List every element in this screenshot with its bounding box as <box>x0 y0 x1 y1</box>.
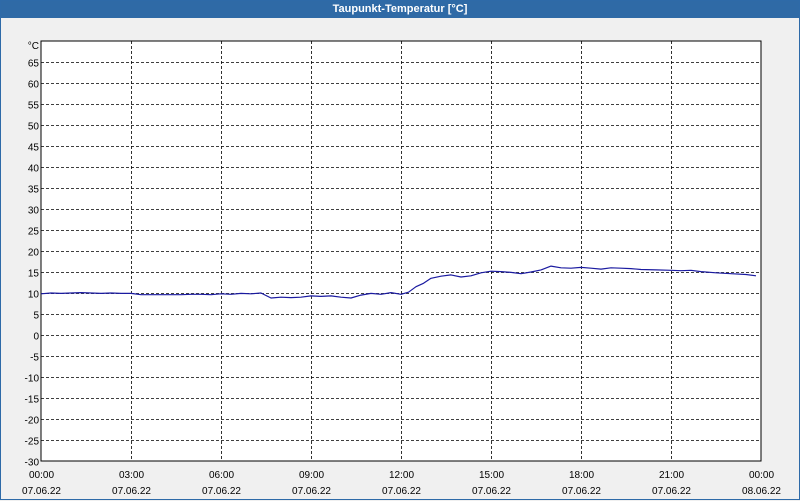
y-tick-label: 35 <box>28 185 40 196</box>
x-tick-date: 07.06.22 <box>382 486 421 497</box>
x-tick-date: 07.06.22 <box>202 486 241 497</box>
series-line <box>40 265 757 299</box>
x-tick-date: 07.06.22 <box>292 486 331 497</box>
y-tick-label: 45 <box>28 143 40 154</box>
y-tick-label: 55 <box>28 101 40 112</box>
y-tick-label: -5 <box>30 353 39 364</box>
x-tick-time: 00:00 <box>749 470 774 481</box>
y-tick-label: -10 <box>25 374 40 385</box>
y-tick-label: 20 <box>28 248 40 259</box>
x-tick-date: 08.06.22 <box>742 486 781 497</box>
x-tick-time: 03:00 <box>119 470 144 481</box>
x-tick-date: 07.06.22 <box>472 486 511 497</box>
y-tick-label: 10 <box>28 290 40 301</box>
x-tick-time: 21:00 <box>659 470 684 481</box>
window-title: Taupunkt-Temperatur [°C] <box>1 1 799 18</box>
y-tick-label: 5 <box>33 311 39 322</box>
x-tick-date: 07.06.22 <box>112 486 151 497</box>
y-tick-label: 65 <box>28 59 40 70</box>
x-tick-time: 12:00 <box>389 470 414 481</box>
x-tick-time: 00:00 <box>29 470 54 481</box>
x-tick-time: 06:00 <box>209 470 234 481</box>
x-tick-date: 07.06.22 <box>562 486 601 497</box>
y-tick-label: -20 <box>25 416 40 427</box>
y-tick-label: 60 <box>28 80 40 91</box>
y-axis-unit: °C <box>28 41 39 52</box>
y-tick-label: 50 <box>28 122 40 133</box>
plot-background <box>40 40 762 462</box>
y-tick-label: -30 <box>25 458 40 469</box>
y-tick-label: -15 <box>25 395 40 406</box>
y-tick-label: -25 <box>25 437 40 448</box>
y-tick-label: 0 <box>33 332 39 343</box>
y-tick-label: 25 <box>28 227 40 238</box>
y-tick-label: 40 <box>28 164 40 175</box>
x-tick-time: 09:00 <box>299 470 324 481</box>
x-tick-date: 07.06.22 <box>652 486 691 497</box>
x-tick-time: 18:00 <box>569 470 594 481</box>
y-tick-label: 15 <box>28 269 40 280</box>
x-tick-date: 07.06.22 <box>22 486 61 497</box>
x-tick-time: 15:00 <box>479 470 504 481</box>
y-tick-label: 30 <box>28 206 40 217</box>
